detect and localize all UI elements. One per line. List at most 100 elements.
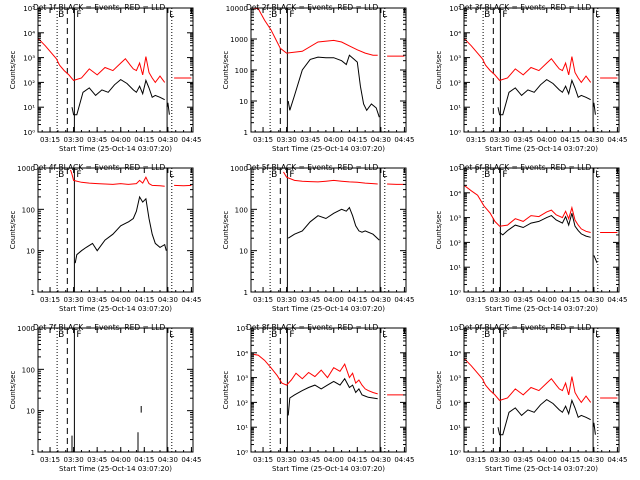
marker-label-L: L [595, 10, 600, 20]
x-tick-label: 04:45 [607, 296, 627, 304]
x-tick-label: 04:30 [371, 456, 391, 464]
x-tick-label: 03:30 [64, 456, 84, 464]
axes-frame [37, 7, 194, 133]
panel-title: Det 1f BLACK = Events, RED = LLD [33, 3, 166, 12]
x-axis-label: Start Time (25-Oct-14 03:07:20) [59, 145, 172, 153]
y-tick-label: 1 [244, 289, 248, 297]
plot-area [251, 328, 405, 452]
y-tick-label: 1000 [17, 165, 35, 173]
x-tick-label: 03:15 [466, 136, 486, 144]
plot-area [56, 328, 173, 452]
y-tick-label: 100 [22, 206, 35, 214]
x-tick-label: 03:45 [87, 296, 107, 304]
marker-label-B: B [58, 170, 64, 180]
y-axis-label: Counts/sec [222, 51, 230, 90]
series-events-4 [592, 422, 596, 435]
y-tick-label: 10¹ [449, 264, 461, 272]
x-tick-label: 04:45 [607, 136, 627, 144]
x-tick-label: 03:45 [87, 456, 107, 464]
marker-label-L: L [595, 170, 600, 180]
axes-frame [250, 327, 407, 453]
y-tick-label: 10⁰ [23, 129, 35, 137]
x-tick-label: 03:15 [40, 296, 60, 304]
y-tick-label: 10⁴ [236, 350, 248, 358]
x-tick-label: 03:45 [300, 456, 320, 464]
x-tick-label: 04:45 [394, 296, 414, 304]
y-tick-label: 10000 [226, 5, 248, 13]
x-tick-label: 04:00 [537, 456, 557, 464]
marker-label-B: B [58, 10, 64, 20]
panel-title: Det 5f BLACK = Events, RED = LLD [246, 163, 379, 172]
y-tick-label: 1000 [230, 165, 248, 173]
plot-area [464, 168, 618, 292]
marker-label-F: F [289, 10, 294, 20]
series-events-2 [287, 377, 378, 416]
y-tick-label: 1000 [230, 36, 248, 44]
x-tick-label: 03:30 [490, 456, 510, 464]
x-tick-label: 04:15 [560, 136, 580, 144]
x-tick-label: 04:30 [584, 456, 604, 464]
marker-label-L: L [169, 170, 174, 180]
panel-title: Det 3f BLACK = Events, RED = LLD [459, 3, 592, 12]
y-tick-label: 10³ [449, 55, 461, 63]
series-events-2 [497, 398, 591, 436]
series-events-4 [592, 102, 596, 115]
series-lld-1 [464, 184, 591, 233]
x-tick-label: 04:00 [537, 136, 557, 144]
x-tick-label: 03:30 [64, 136, 84, 144]
y-tick-label: 10⁰ [449, 289, 461, 297]
y-tick-label: 10⁴ [449, 190, 461, 198]
y-tick-label: 10⁰ [449, 129, 461, 137]
y-tick-label: 10⁵ [23, 5, 35, 13]
x-tick-label: 04:15 [560, 296, 580, 304]
series-lld-1 [464, 37, 592, 84]
y-axis-label: Counts/sec [222, 371, 230, 410]
y-tick-label: 10² [23, 79, 35, 87]
x-tick-label: 03:15 [466, 456, 486, 464]
chart-panel-7: 1 10 100 1000 03:15 03:30 03:45 04:00 04:15 04:30… [9, 323, 202, 473]
x-tick-label: 04:00 [537, 296, 557, 304]
y-tick-label: 10⁰ [236, 449, 248, 457]
x-axis-label: Start Time (25-Oct-14 03:07:20) [485, 305, 598, 313]
x-tick-label: 03:45 [513, 456, 533, 464]
x-tick-label: 03:15 [253, 456, 273, 464]
axes-frame [250, 7, 407, 133]
y-tick-label: 1000 [17, 325, 35, 333]
x-tick-label: 03:30 [64, 296, 84, 304]
y-tick-label: 10³ [236, 375, 248, 383]
y-tick-label: 10⁵ [449, 5, 461, 13]
x-tick-label: 04:30 [158, 296, 178, 304]
x-tick-label: 04:15 [560, 456, 580, 464]
y-axis-label: Counts/sec [9, 371, 17, 410]
plot-area [56, 168, 192, 292]
x-tick-label: 04:15 [347, 456, 367, 464]
marker-label-F: F [502, 170, 507, 180]
x-axis-label: Start Time (25-Oct-14 03:07:20) [272, 305, 385, 313]
panel-title: Det 7f BLACK = Events, RED = LLD [33, 323, 166, 332]
chart-panel-2: 1 10 100 1000 10000 03:15 03:30 03:45 04:00 04:15… [222, 3, 415, 153]
marker-label-L: L [382, 330, 387, 340]
y-axis-label: Counts/sec [9, 211, 17, 250]
marker-label-B: B [271, 330, 277, 340]
y-tick-label: 10 [26, 408, 35, 416]
x-tick-label: 04:00 [324, 296, 344, 304]
y-tick-label: 10³ [449, 375, 461, 383]
chart-panel-5: 1 10 100 1000 03:15 03:30 03:45 04:00 04:15 04:30… [222, 163, 415, 313]
marker-label-F: F [502, 10, 507, 20]
y-axis-label: Counts/sec [222, 211, 230, 250]
axes-frame [37, 327, 194, 453]
x-tick-label: 04:45 [181, 296, 201, 304]
marker-label-F: F [289, 330, 294, 340]
y-tick-label: 10¹ [23, 104, 35, 112]
marker-label-F: F [502, 330, 507, 340]
marker-label-L: L [382, 10, 387, 20]
plot-area [38, 8, 192, 132]
x-tick-label: 04:30 [158, 136, 178, 144]
y-tick-label: 1 [31, 449, 35, 457]
y-tick-label: 10³ [449, 215, 461, 223]
